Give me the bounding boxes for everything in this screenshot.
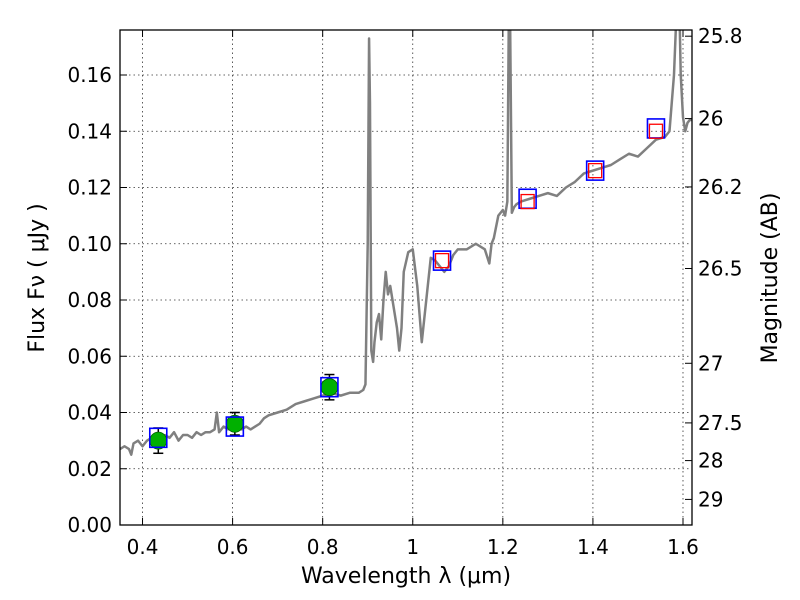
y2-tick-label: 26.2 (698, 175, 743, 199)
data-point-model (320, 376, 339, 398)
axis-ticks (120, 30, 692, 526)
tick-labels: 0.4 0.6 0.8 1 1.2 1.4 1.6 0.00 0.02 0.04 0.06 0.08 0… (67, 24, 742, 559)
y2-tick-label: 27 (698, 351, 723, 375)
x-tick-label: 0.8 (307, 535, 339, 559)
y-tick-label: 0.14 (67, 119, 112, 143)
y-tick-label: 0.12 (67, 176, 112, 200)
y2-tick-label: 26.5 (698, 257, 743, 281)
y-axis-label: Flux Fν ( μJy ) (25, 203, 50, 352)
y2-tick-label: 29 (698, 487, 723, 511)
x-tick-label: 1.2 (487, 535, 519, 559)
x-axis-label: Wavelength λ (μm) (301, 564, 511, 589)
photometry-points (148, 118, 666, 455)
y-tick-label: 0.02 (67, 457, 112, 481)
x-tick-label: 1.6 (667, 535, 699, 559)
data-point-measured (320, 378, 339, 397)
y-tick-label: 0.00 (67, 513, 112, 537)
x-tick-label: 1 (406, 535, 419, 559)
y-tick-label: 0.08 (67, 288, 112, 312)
data-point-upper (588, 162, 603, 179)
y-tick-label: 0.06 (67, 344, 112, 368)
y2-tick-label: 28 (698, 449, 723, 473)
data-point-model (148, 427, 168, 449)
y2-tick-label: 27.5 (698, 411, 743, 435)
data-point-upper (434, 252, 450, 269)
y-tick-label: 0.04 (67, 401, 112, 425)
x-tick-label: 1.4 (577, 535, 609, 559)
y-tick-label: 0.16 (67, 63, 112, 87)
y2-tick-label: 26 (698, 107, 723, 131)
y-tick-label: 0.10 (67, 232, 112, 256)
series-layer (120, 30, 692, 456)
data-point-upper (520, 193, 535, 210)
y2-tick-label: 25.8 (698, 24, 743, 48)
data-point-model (432, 250, 452, 271)
x-tick-label: 0.6 (217, 535, 249, 559)
data-point-model (585, 160, 605, 181)
data-point-upper (648, 123, 664, 139)
data-point-model (225, 416, 245, 437)
x-tick-label: 0.4 (127, 535, 159, 559)
plot-frame (119, 29, 693, 526)
right-axis-label: Magnitude (AB) (758, 193, 783, 364)
grid-lines (120, 30, 692, 525)
series-line-model-sed (120, 30, 692, 456)
